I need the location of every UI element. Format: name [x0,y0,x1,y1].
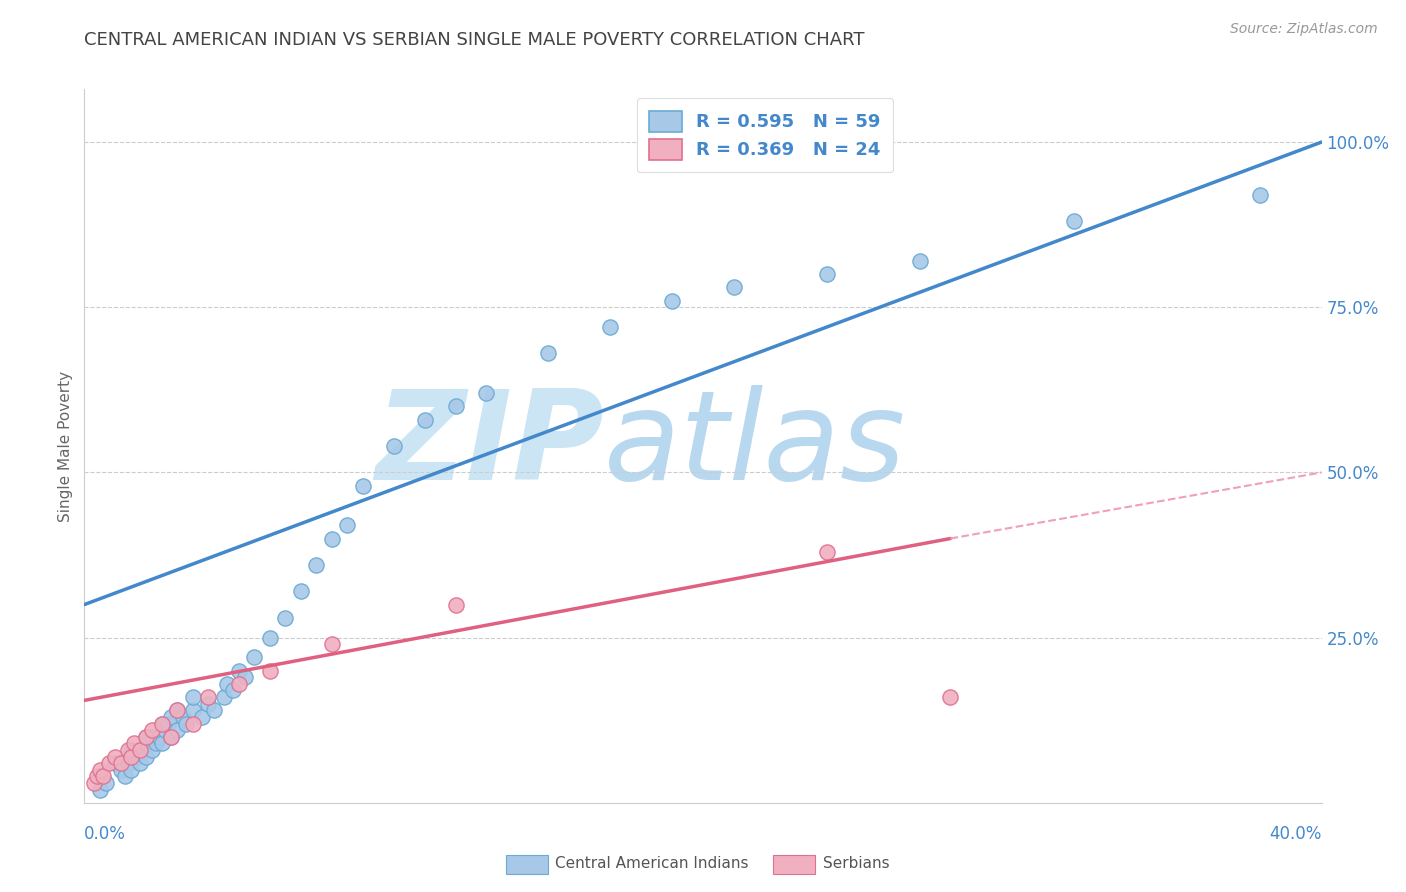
Point [321,532,343,546]
Point [117,756,139,771]
Point [129,743,152,757]
Point [86,769,108,783]
Legend: R = 0.595   N = 59, R = 0.369   N = 24: R = 0.595 N = 59, R = 0.369 N = 24 [637,98,893,172]
Point [661,293,683,308]
Point [228,677,250,691]
Point [117,743,139,757]
Point [222,683,245,698]
Point [83,776,105,790]
Point [135,736,157,750]
Point [181,690,204,704]
Point [91,769,114,783]
Point [160,730,183,744]
Point [815,267,838,281]
Point [122,736,145,750]
Point [150,736,173,750]
Point [156,716,179,731]
Text: Central American Indians: Central American Indians [555,856,749,871]
Point [228,664,250,678]
Text: Serbians: Serbians [823,856,889,871]
Text: atlas: atlas [605,385,905,507]
Point [141,743,163,757]
Point [202,703,225,717]
Point [135,749,157,764]
Point [599,320,621,334]
Point [114,769,136,783]
Point [129,756,152,771]
Point [141,730,163,744]
Point [1249,188,1271,202]
Point [135,730,157,744]
Point [150,716,173,731]
Point [336,518,359,533]
Point [166,703,188,717]
Point [148,730,170,744]
Point [537,346,560,360]
Y-axis label: Single Male Poverty: Single Male Poverty [58,370,73,522]
Point [212,690,235,704]
Point [153,723,176,738]
Point [197,690,219,704]
Point [110,763,132,777]
Text: 0.0%: 0.0% [84,825,127,843]
Point [166,723,188,738]
Point [243,650,266,665]
Point [160,730,183,744]
Point [444,400,467,414]
Point [181,716,204,731]
Point [413,412,436,426]
Point [908,254,931,268]
Point [197,697,219,711]
Point [166,703,188,717]
Point [290,584,312,599]
Point [120,763,142,777]
Point [150,716,173,731]
Text: 40.0%: 40.0% [1270,825,1322,843]
Point [98,756,121,771]
Point [120,743,142,757]
Point [1063,214,1085,228]
Point [321,637,343,651]
Point [141,723,163,738]
Point [382,439,405,453]
Point [176,716,198,731]
Point [104,756,127,771]
Point [104,749,127,764]
Text: ZIP: ZIP [375,385,605,507]
Point [145,736,167,750]
Point [89,769,111,783]
Point [89,763,111,777]
Point [215,677,238,691]
Point [120,749,142,764]
Point [181,703,204,717]
Point [160,710,183,724]
Point [110,756,132,771]
Text: Source: ZipAtlas.com: Source: ZipAtlas.com [1230,22,1378,37]
Point [89,782,111,797]
Point [939,690,962,704]
Point [129,743,152,757]
Point [135,730,157,744]
Point [125,749,148,764]
Point [172,710,194,724]
Point [233,670,256,684]
Point [723,280,745,294]
Point [274,611,297,625]
Text: CENTRAL AMERICAN INDIAN VS SERBIAN SINGLE MALE POVERTY CORRELATION CHART: CENTRAL AMERICAN INDIAN VS SERBIAN SINGL… [84,31,865,49]
Point [444,598,467,612]
Point [191,710,214,724]
Point [352,478,374,492]
Point [815,545,838,559]
Point [259,631,281,645]
Point [305,558,328,572]
Point [94,776,117,790]
Point [475,386,498,401]
Point [259,664,281,678]
